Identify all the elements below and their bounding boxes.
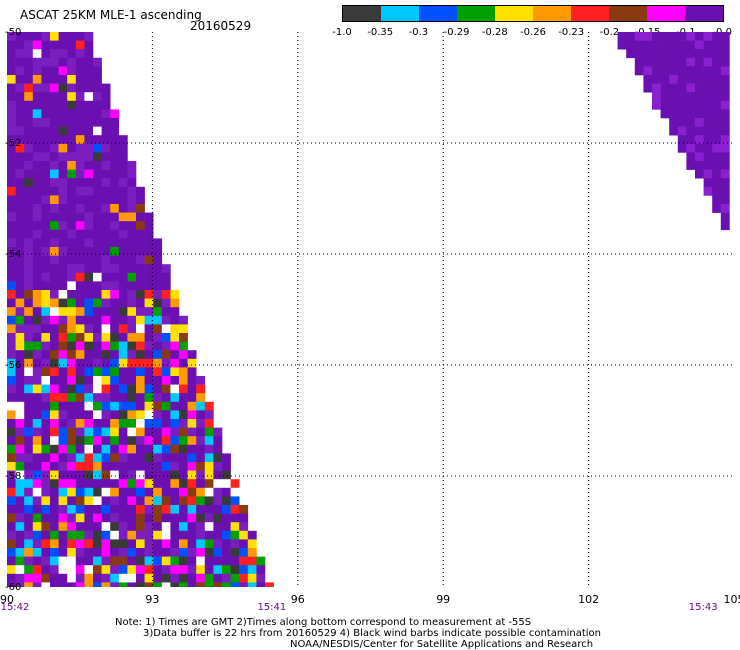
colorbar-swatch — [571, 6, 609, 21]
colorbar-label: -0.3 — [408, 27, 429, 38]
y-tick-label: -60 — [5, 582, 22, 593]
y-tick-label: -56 — [5, 360, 22, 371]
swath-map — [7, 32, 734, 587]
map-date: 20160529 — [190, 19, 252, 33]
colorbar-label: -1.0 — [332, 27, 352, 38]
y-tick-label: -54 — [5, 249, 22, 260]
time-label: 15:41 — [257, 602, 287, 613]
colorbar-label: -0.2 — [599, 27, 620, 38]
colorbar-swatch — [533, 6, 571, 21]
colorbar-label: -0.29 — [443, 27, 470, 38]
y-tick-label: -58 — [5, 471, 22, 482]
swath-cells — [7, 32, 730, 587]
x-tick-label: 90 — [0, 593, 14, 606]
y-tick-label: -50 — [5, 27, 22, 38]
colorbar-swatch — [647, 6, 685, 21]
colorbar-swatch — [685, 6, 723, 21]
map-title: ASCAT 25KM MLE-1 ascending — [20, 8, 202, 22]
x-tick-label: 99 — [436, 593, 451, 606]
colorbar-swatch — [609, 6, 647, 21]
x-tick-label: 96 — [290, 593, 305, 606]
grid-lines — [7, 32, 734, 587]
x-tick-label: 102 — [578, 593, 600, 606]
colorbar-label: -0.35 — [367, 27, 394, 38]
note-line-3: NOAA/NESDIS/Center for Satellite Applica… — [290, 639, 594, 650]
colorbar-label: -0.28 — [481, 27, 508, 38]
note-line-1: Note: 1) Times are GMT 2)Times along bot… — [115, 617, 532, 628]
colorbar-swatch — [457, 6, 495, 21]
colorbar-swatch — [419, 6, 457, 21]
time-label: 15:42 — [0, 602, 30, 613]
note-line-2: 3)Data buffer is 22 hrs from 20160529 4)… — [143, 628, 601, 639]
colorbar-swatch — [343, 6, 381, 21]
colorbar-label: -0.26 — [520, 27, 546, 38]
colorbar — [342, 5, 724, 22]
x-tick-label: 105 — [723, 593, 740, 606]
colorbar-swatch — [381, 6, 419, 21]
x-tick-label: 93 — [145, 593, 160, 606]
time-label: 15:43 — [688, 602, 718, 613]
colorbar-swatch — [495, 6, 533, 21]
y-tick-label: -52 — [5, 138, 22, 149]
colorbar-label: -0.23 — [558, 27, 585, 38]
